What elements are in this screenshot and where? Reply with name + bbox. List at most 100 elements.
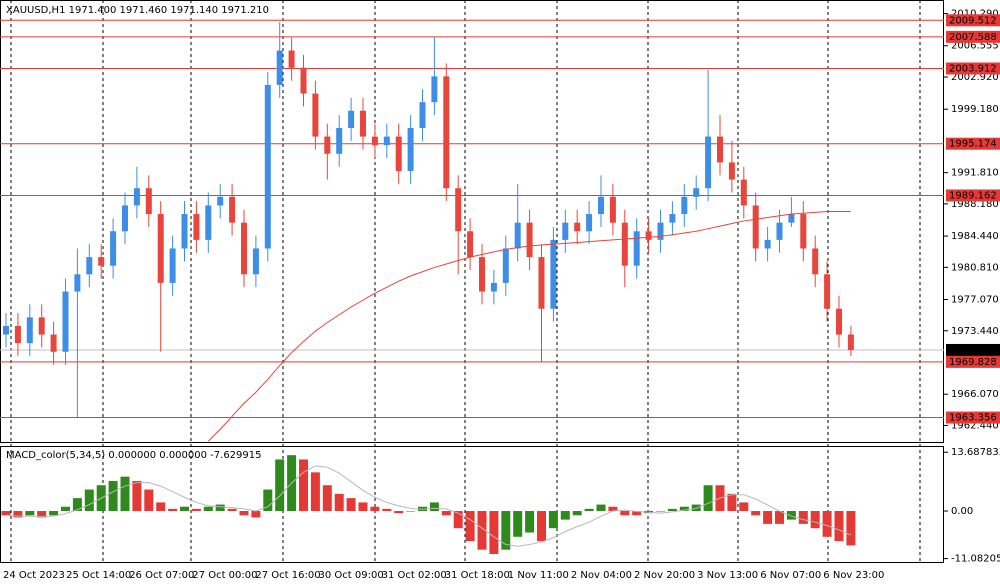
candle-body: [288, 50, 295, 68]
level-box: [946, 355, 1000, 368]
candle-body: [241, 222, 247, 275]
candle-body: [348, 110, 355, 128]
macd-bar: [513, 511, 523, 537]
y-tick-label: 1962.440: [951, 420, 999, 431]
candle-body: [324, 136, 331, 154]
candle-body: [193, 214, 200, 240]
candle-body: [74, 274, 81, 292]
macd-bar: [382, 508, 392, 512]
level-box: [946, 14, 1000, 27]
macd-bar: [560, 511, 570, 520]
y-tick-label: 1980.810: [951, 262, 999, 273]
level-label: 2007.588: [949, 32, 997, 43]
candle-body: [705, 136, 712, 189]
macd-bar: [144, 489, 154, 512]
candle-body: [455, 188, 462, 232]
current-price-box: [946, 343, 1000, 356]
candle-body: [526, 222, 533, 258]
candle-body: [300, 67, 307, 94]
level-label: 2003.912: [949, 63, 997, 74]
candle-body: [621, 222, 628, 266]
candle-body: [788, 214, 795, 223]
candle-body: [586, 214, 593, 232]
macd-bar: [727, 493, 737, 512]
macd-bar: [180, 506, 189, 512]
candle-body: [217, 196, 224, 206]
macd-bar: [251, 511, 261, 518]
macd-bar: [13, 511, 23, 518]
macd-bar: [608, 506, 618, 512]
candle-body: [26, 317, 33, 344]
macd-bar: [263, 489, 273, 512]
candle-body: [479, 257, 485, 292]
macd-bar: [203, 506, 213, 512]
macd-bar: [453, 511, 463, 529]
candle-body: [14, 325, 21, 344]
y-tick-label: 0.00: [951, 506, 973, 517]
candle-body: [776, 222, 783, 240]
candle-body: [133, 188, 140, 206]
macd-bar: [501, 511, 511, 550]
candle-body: [514, 222, 521, 249]
candle-body: [181, 214, 188, 249]
candle-body: [62, 291, 69, 352]
macd-bar: [358, 502, 368, 512]
x-tick-label: 26 Oct 07:00: [129, 570, 194, 581]
level-box: [946, 62, 1000, 75]
candle-body: [669, 214, 676, 223]
candle-body: [562, 222, 569, 240]
macd-bar: [310, 472, 320, 512]
macd-bar: [798, 511, 808, 524]
macd-bar: [370, 506, 380, 512]
macd-bar: [72, 498, 82, 512]
x-tick-label: 6 Nov 07:00: [760, 570, 821, 581]
candle-body: [229, 196, 236, 223]
y-tick-label: 1991.810: [951, 168, 999, 179]
macd-bar: [25, 511, 35, 516]
macd-bar: [477, 511, 487, 550]
candle-body: [728, 162, 735, 180]
macd-bar: [489, 511, 499, 554]
x-tick-label: 6 Nov 23:00: [823, 570, 884, 581]
macd-bar: [1, 511, 11, 516]
candle-body: [252, 248, 259, 275]
macd-bar: [239, 511, 249, 516]
x-tick-label: 25 Oct 14:00: [66, 570, 131, 581]
candle-body: [550, 239, 557, 309]
level-label: 1963.356: [949, 413, 997, 424]
y-tick-label: 1999.180: [951, 104, 999, 115]
candle-body: [598, 196, 604, 215]
candle-body: [407, 127, 414, 172]
y-tick-label: 1984.440: [951, 231, 999, 242]
candle-body: [657, 222, 664, 240]
macd-bar: [406, 511, 416, 512]
candle-body: [86, 257, 93, 275]
x-tick-label: 31 Oct 18:00: [445, 570, 510, 581]
macd-bar: [429, 502, 439, 512]
candle-body: [312, 93, 319, 137]
candle-body: [740, 179, 747, 206]
candle-body: [264, 84, 271, 249]
chart-header: XAUUSD,H1 1971.400 1971.460 1971.140 197…: [6, 5, 269, 16]
x-tick-label: 3 Nov 13:00: [697, 570, 758, 581]
x-tick-label: 24 Oct 2023: [3, 570, 65, 581]
candle-body: [693, 188, 700, 197]
candle-body: [467, 231, 474, 258]
macd-bar: [620, 511, 630, 516]
candle-body: [3, 325, 9, 335]
macd-bar: [751, 511, 761, 516]
level-box: [946, 30, 1000, 43]
candle-body: [764, 239, 771, 249]
moving-average: [207, 210, 851, 442]
candle-body: [490, 282, 497, 292]
macd-bar: [191, 508, 201, 512]
macd-bar: [786, 511, 796, 520]
macd-panel-border: [0, 446, 944, 563]
macd-bar: [846, 511, 856, 546]
macd-bar: [49, 511, 59, 516]
x-tick-label: 2 Nov 04:00: [571, 570, 632, 581]
candle-body: [752, 205, 759, 249]
candle-body: [681, 196, 688, 215]
macd-bar: [215, 504, 225, 512]
